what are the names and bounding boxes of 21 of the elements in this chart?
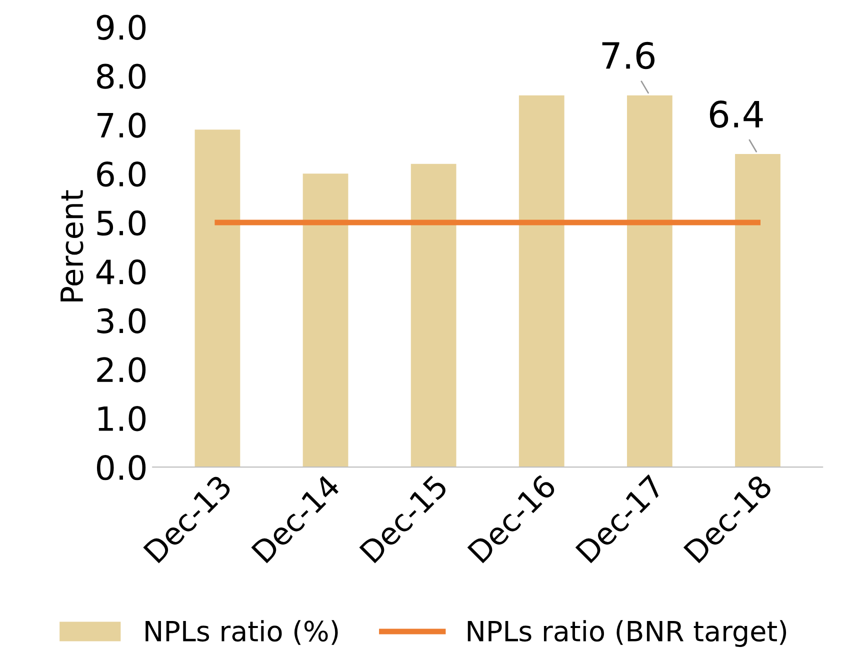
bar xyxy=(735,154,780,468)
bar xyxy=(194,130,240,468)
y-tick-label: 7.0 xyxy=(98,112,146,138)
legend-label: NPLs ratio (%) xyxy=(146,620,338,645)
y-tick-label: 2.0 xyxy=(97,357,146,382)
y-tick-label: 4.0 xyxy=(96,259,146,285)
bar xyxy=(410,164,456,468)
y-tick-label: 6.0 xyxy=(97,162,146,187)
y-tick-label: 0.0 xyxy=(96,454,146,480)
data-label: 6.4 xyxy=(710,100,763,128)
y-tick-label: 1.0 xyxy=(98,406,146,432)
y-tick-label: 8.0 xyxy=(97,64,146,89)
y-tick-label: 9.0 xyxy=(96,14,146,40)
bar xyxy=(626,95,672,468)
y-tick-label: 5.0 xyxy=(97,210,146,236)
y-tick-label: 3.0 xyxy=(97,308,146,334)
bar xyxy=(302,174,348,468)
bar xyxy=(518,95,564,468)
legend-label: NPLs ratio (BNR target) xyxy=(468,620,786,647)
y-axis-title: Percent xyxy=(60,190,84,302)
data-label: 7.6 xyxy=(602,42,655,70)
